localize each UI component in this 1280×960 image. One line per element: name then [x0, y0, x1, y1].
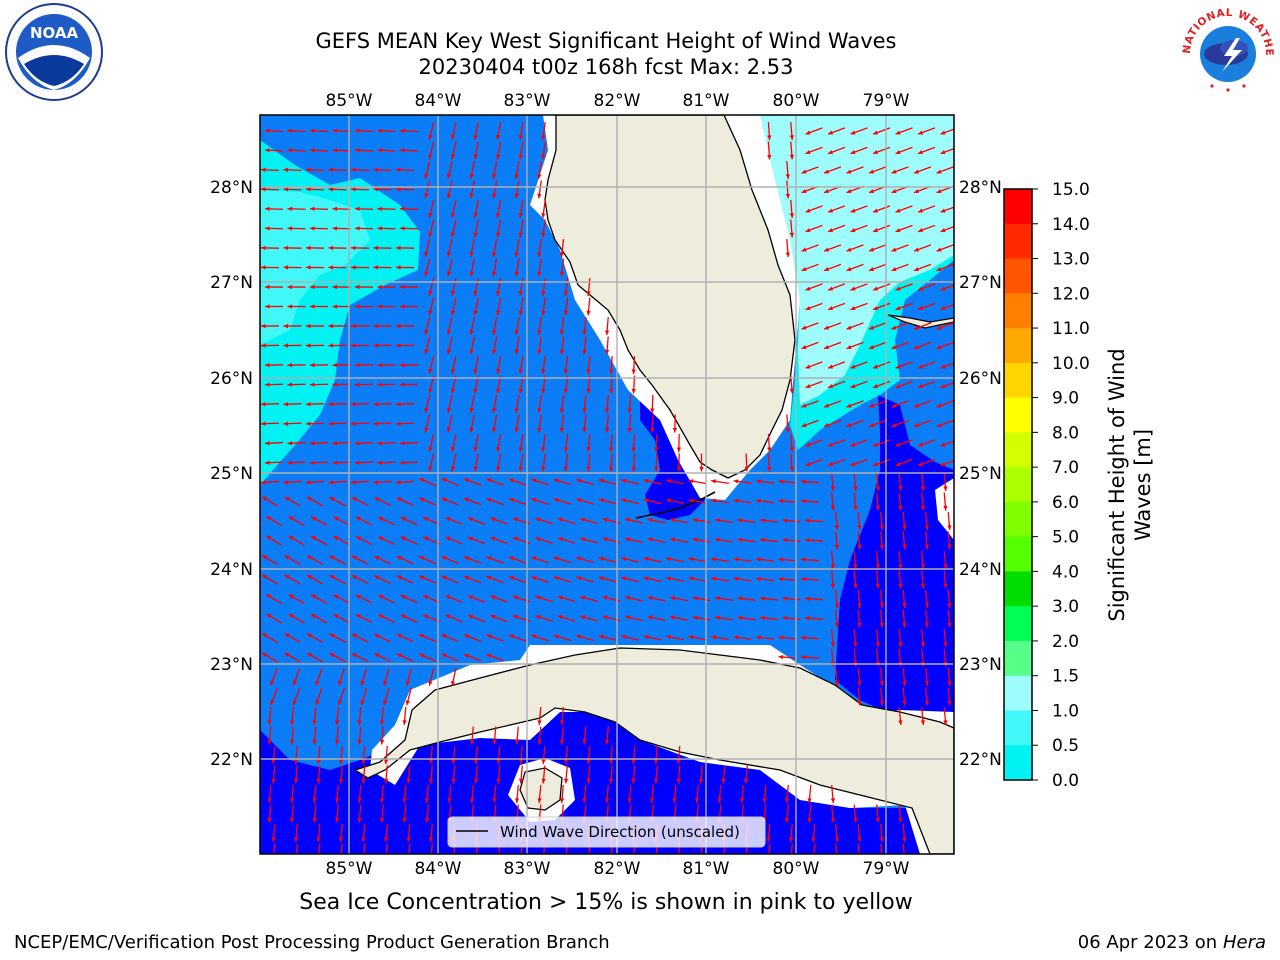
- florida-land: [544, 115, 796, 479]
- lat-label-right: 25°N: [959, 464, 1002, 484]
- colorbar-segment: [1004, 397, 1032, 433]
- lon-label-top: 79°W: [863, 91, 910, 111]
- lat-label-left: 24°N: [210, 560, 253, 580]
- lat-label-right: 27°N: [959, 273, 1002, 293]
- lat-label-right: 22°N: [959, 750, 1002, 770]
- run-date: 06 Apr 2023 on Hera: [1078, 932, 1266, 953]
- noaa-logo: NOAA: [5, 3, 103, 101]
- colorbar-tick-label: 0.0: [1052, 771, 1079, 791]
- colorbar-tick-label: 13.0: [1052, 250, 1090, 270]
- colorbar-tick-label: 3.0: [1052, 597, 1079, 617]
- colorbar-label-line1: Significant Height of Wind: [1105, 348, 1129, 621]
- colorbar-segment: [1004, 223, 1032, 260]
- lon-label-top: 83°W: [504, 91, 551, 111]
- run-date-text: 06 Apr 2023 on: [1077, 932, 1218, 953]
- colorbar-segment: [1004, 571, 1032, 607]
- colorbar-tick-label: 7.0: [1052, 458, 1079, 478]
- national-weather-service-logo: NATIONAL WEATHER SERVICE: [1178, 2, 1275, 96]
- lon-label-top: 81°W: [683, 91, 730, 111]
- map-frame: [259, 114, 955, 855]
- colorbar-segment: [1004, 362, 1032, 399]
- lat-label-left: 27°N: [210, 273, 253, 293]
- colorbar-tick-label: 10.0: [1052, 354, 1090, 374]
- colorbar-label: Significant Height of Wind Waves [m]: [1105, 348, 1155, 621]
- colorbar-tick-label: 15.0: [1052, 180, 1090, 200]
- lat-label-left: 23°N: [210, 655, 253, 675]
- lon-label-bottom: 82°W: [594, 859, 641, 879]
- latitude-labels-right: 28°N 27°N 26°N 25°N 24°N 23°N 22°N: [959, 178, 1002, 770]
- wind-wave-direction-arrows: [260, 121, 954, 854]
- colorbar-tick-label: 9.0: [1052, 389, 1079, 409]
- map-area: Wind Wave Direction (unscaled): [260, 115, 954, 854]
- colorbar-segment: [1004, 745, 1032, 781]
- colorbar-tick-label: 2.0: [1052, 632, 1079, 652]
- longitude-labels-top: 85°W 84°W 83°W 82°W 81°W 80°W 79°W: [326, 91, 910, 111]
- lon-label-bottom: 81°W: [683, 859, 730, 879]
- colorbar-tick-label: 14.0: [1052, 215, 1090, 235]
- colorbar-tick-label: 6.0: [1052, 493, 1079, 513]
- colorbar-segment: [1004, 467, 1032, 503]
- colorbar-segment: [1004, 293, 1032, 329]
- lat-label-left: 28°N: [210, 178, 253, 198]
- colorbar-tick-label: 11.0: [1052, 319, 1090, 339]
- colorbar-segment: [1004, 432, 1032, 468]
- colorbar-segment: [1004, 640, 1032, 677]
- lon-label-top: 82°W: [594, 91, 641, 111]
- lon-label-top: 85°W: [326, 91, 373, 111]
- machine-name: Hera: [1222, 932, 1266, 953]
- colorbar-tick-label: 0.5: [1052, 736, 1079, 756]
- lon-label-bottom: 84°W: [415, 859, 462, 879]
- colorbar: 15.0 14.0 13.0 12.0 11.0 10.0 9.0 8.0 7.0 6.0 5.0 4…: [1003, 180, 1090, 791]
- colorbar-segment: [1004, 710, 1032, 746]
- noaa-logo-text: NOAA: [30, 24, 79, 42]
- latitude-labels-left: 28°N 27°N 26°N 25°N 24°N 23°N 22°N: [210, 178, 253, 770]
- colorbar-label-line2: Waves [m]: [1131, 429, 1155, 541]
- lat-label-right: 28°N: [959, 178, 1002, 198]
- colorbar-tick-label: 4.0: [1052, 562, 1079, 582]
- credit-text: NCEP/EMC/Verification Post Processing Pr…: [14, 932, 610, 953]
- lon-label-bottom: 80°W: [773, 859, 820, 879]
- colorbar-segment: [1004, 536, 1032, 572]
- chart-subtitle: 20230404 t00z 168h fcst Max: 2.53: [418, 55, 794, 79]
- lon-label-top: 84°W: [415, 91, 462, 111]
- wave-band-0-0.5-straits-east: [835, 395, 954, 740]
- colorbar-segment: [1004, 328, 1032, 364]
- colorbar-tick-label: 1.0: [1052, 701, 1079, 721]
- longitude-labels-bottom: 85°W 84°W 83°W 82°W 81°W 80°W 79°W: [326, 859, 910, 879]
- colorbar-tick-label: 12.0: [1052, 284, 1090, 304]
- lat-label-right: 23°N: [959, 655, 1002, 675]
- colorbar-segment: [1004, 189, 1032, 225]
- lat-label-left: 26°N: [210, 369, 253, 389]
- wave-band-0-0.5-south: [260, 712, 954, 854]
- colorbar-segment: [1004, 258, 1032, 294]
- legend-label: Wind Wave Direction (unscaled): [500, 823, 740, 841]
- colorbar-segment: [1004, 606, 1032, 642]
- lat-label-left: 22°N: [210, 750, 253, 770]
- lon-label-bottom: 83°W: [504, 859, 551, 879]
- sea-ice-note: Sea Ice Concentration > 15% is shown in …: [299, 890, 913, 915]
- chart-title: GEFS MEAN Key West Significant Height of…: [315, 29, 897, 53]
- lon-label-bottom: 85°W: [326, 859, 373, 879]
- legend: Wind Wave Direction (unscaled): [447, 816, 766, 848]
- colorbar-segment: [1004, 675, 1032, 711]
- lon-label-bottom: 79°W: [863, 859, 910, 879]
- lat-label-right: 26°N: [959, 369, 1002, 389]
- lat-label-right: 24°N: [959, 560, 1002, 580]
- colorbar-tick-label: 1.5: [1052, 667, 1079, 687]
- florida-keys: [635, 491, 716, 519]
- colorbar-tick-label: 5.0: [1052, 528, 1079, 548]
- lon-label-top: 80°W: [773, 91, 820, 111]
- lat-label-left: 25°N: [210, 464, 253, 484]
- colorbar-tick-label: 8.0: [1052, 423, 1079, 443]
- graticule: [260, 115, 954, 854]
- colorbar-segment: [1004, 501, 1032, 538]
